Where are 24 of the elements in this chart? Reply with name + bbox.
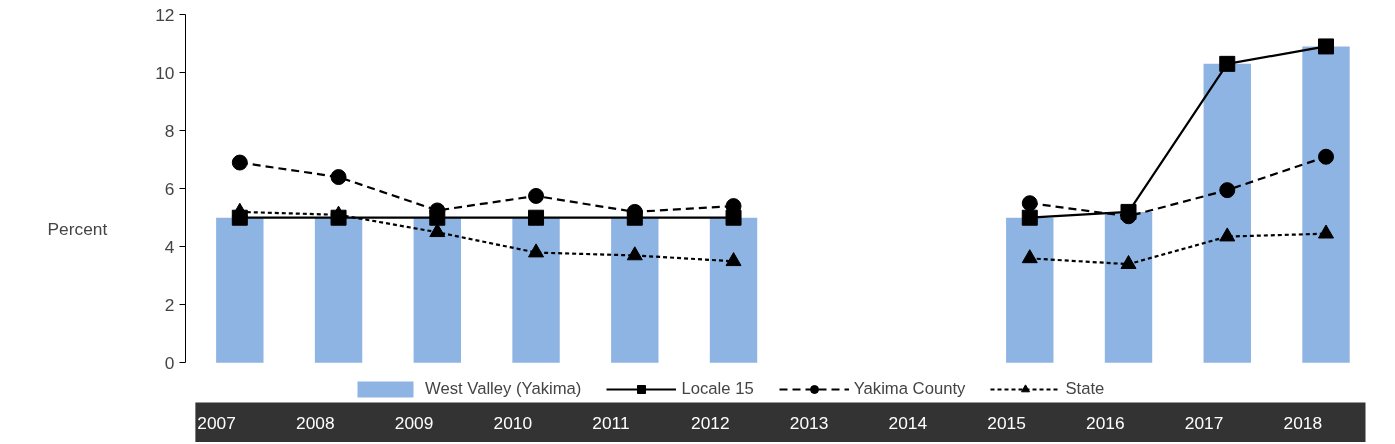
legend-label: Yakima County (853, 379, 966, 399)
y-tick-label: 10 (155, 62, 175, 83)
legend-label: State (1065, 379, 1105, 399)
x-tick-label: 2008 (296, 412, 335, 433)
x-tick-label: 2010 (493, 412, 533, 433)
y-tick-label: 12 (155, 4, 175, 25)
x-tick-label: 2016 (1086, 412, 1125, 433)
x-tick-label: 2018 (1283, 412, 1323, 433)
x-tick-label: 2015 (987, 412, 1026, 433)
y-tick-label: 8 (164, 120, 175, 141)
y-tick-label: 4 (164, 236, 175, 257)
x-tick-label: 2007 (197, 412, 236, 433)
legend-label: Locale 15 (681, 379, 754, 399)
y-axis-title: Percent (47, 218, 108, 239)
x-tick-label: 2012 (691, 412, 730, 433)
y-tick-label: 2 (164, 294, 175, 315)
x-tick-label: 2009 (394, 412, 434, 433)
x-tick-label: 2017 (1184, 412, 1224, 433)
x-tick-label: 2011 (592, 412, 630, 433)
y-tick-label: 0 (164, 352, 175, 373)
y-tick-label: 6 (164, 178, 175, 199)
x-tick-label: 2014 (888, 412, 928, 433)
legend-label: West Valley (Yakima) (425, 379, 582, 399)
x-tick-label: 2013 (789, 412, 829, 433)
